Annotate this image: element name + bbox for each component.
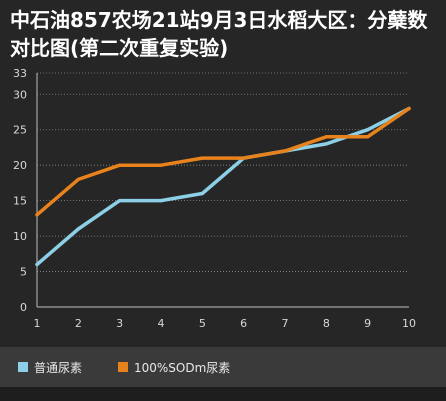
y-tick-label-33: 33 <box>13 67 27 80</box>
series-1-point-2 <box>76 227 80 231</box>
x-tick-label-6: 6 <box>240 317 247 330</box>
x-tick-label-9: 9 <box>364 317 371 330</box>
legend-label-series-2: 100%SODm尿素 <box>134 360 231 375</box>
bottom-strip <box>0 387 446 401</box>
series-2-point-5 <box>200 156 204 160</box>
x-tick-label-4: 4 <box>158 317 165 330</box>
y-tick-label-20: 20 <box>13 159 27 172</box>
series-1-point-3 <box>118 199 122 203</box>
series-2-point-10 <box>407 106 411 111</box>
x-tick-label-7: 7 <box>282 317 289 330</box>
y-tick-label-0: 0 <box>20 301 27 314</box>
line-chart: 0 5 10 15 20 25 30 33 1 2 3 4 5 6 7 8 9 10 <box>13 67 416 330</box>
y-tick-label-30: 30 <box>13 88 27 101</box>
y-tick-label-25: 25 <box>13 124 27 137</box>
series-2-point-3 <box>118 163 122 167</box>
x-tick-label-5: 5 <box>199 317 206 330</box>
legend: 普通尿素 100%SODm尿素 <box>0 347 446 387</box>
y-tick-label-5: 5 <box>20 266 27 279</box>
legend-item-series-1: 普通尿素 <box>18 359 82 375</box>
series-2-point-4 <box>159 163 163 167</box>
series-1-point-4 <box>159 199 163 203</box>
series-1-point-8 <box>324 142 328 146</box>
x-tick-label-8: 8 <box>323 317 330 330</box>
series-1-point-5 <box>200 191 204 196</box>
series-2-point-6 <box>242 156 246 160</box>
y-tick-label-15: 15 <box>13 195 27 208</box>
plot-area <box>37 73 409 307</box>
legend-item-series-2: 100%SODm尿素 <box>118 359 230 375</box>
legend-swatch-series-1 <box>18 362 28 372</box>
legend-swatch-series-2 <box>118 362 128 372</box>
y-tick-label-10: 10 <box>13 230 27 243</box>
x-tick-label-2: 2 <box>75 317 82 330</box>
series-1-point-9 <box>366 128 370 132</box>
series-line-2 <box>35 106 411 217</box>
series-2-point-7 <box>283 149 287 153</box>
x-tick-label-10: 10 <box>402 317 416 330</box>
series-1-point-1 <box>35 262 39 267</box>
x-tick-label-3: 3 <box>116 317 123 330</box>
series-2-point-8 <box>324 135 328 139</box>
x-tick-label-1: 1 <box>34 317 41 330</box>
legend-label-series-1: 普通尿素 <box>34 360 83 375</box>
series-2-point-2 <box>76 177 80 181</box>
series-2-point-1 <box>35 213 39 217</box>
chart-title: 中石油857农场21站9月3日水稻大区：分蘖数对比图(第二次重复实验) <box>10 8 428 60</box>
series-2-point-9 <box>366 135 370 139</box>
